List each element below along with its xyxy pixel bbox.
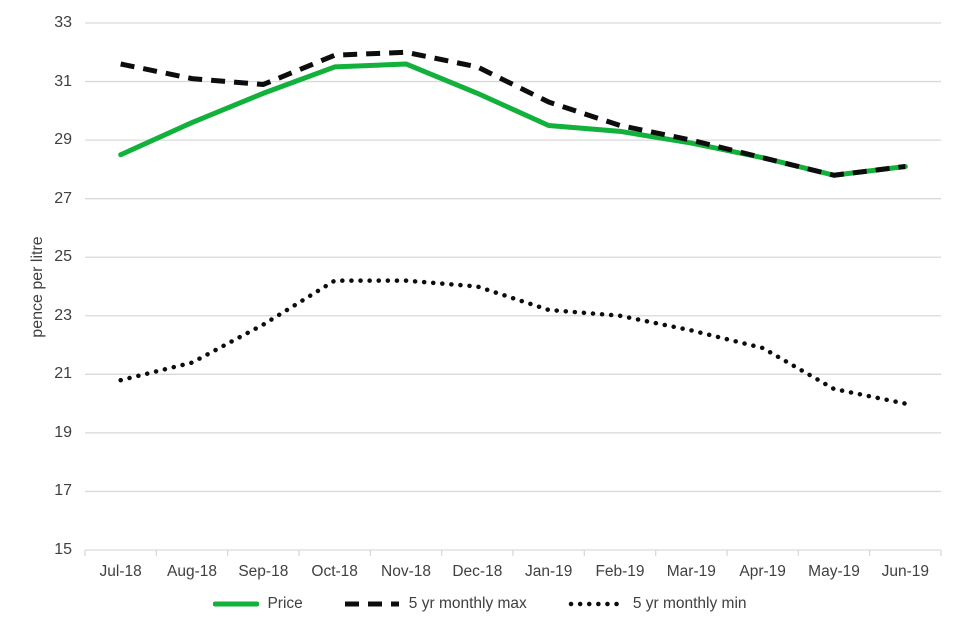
min-line-swatch [568,601,625,607]
x-tick-label: Nov-18 [381,563,431,580]
legend-label-min: 5 yr monthly min [632,595,747,612]
y-tick-label: 19 [54,423,72,441]
x-tick-label: Aug-18 [167,563,217,580]
x-tick-label: Oct-18 [311,563,358,580]
x-tick-label: May-19 [808,563,860,580]
y-tick-label: 29 [54,131,72,149]
series-line-dashed [120,49,906,178]
x-tick-label: Sep-18 [238,563,289,580]
x-tick-label: Apr-19 [739,563,786,580]
legend-item-price: Price [213,595,303,613]
x-tick-label: Mar-19 [666,563,716,580]
y-tick-label: 33 [54,14,72,31]
y-tick-label: 25 [54,248,72,266]
x-tick-label: Dec-18 [452,563,503,580]
legend-item-max: 5 yr monthly max [343,595,527,613]
price-line-swatch [213,601,260,607]
y-tick-label: 21 [54,365,72,383]
legend-label-price: Price [267,595,303,612]
x-tick-label: Jun-19 [881,563,930,580]
x-tick-label: Jul-18 [99,563,142,580]
max-line-swatch [344,601,399,607]
x-tick-label: Jan-19 [524,563,573,580]
y-tick-label: 15 [54,541,72,558]
y-tick-label: 27 [54,189,72,207]
series-line-dotted [118,278,908,406]
x-tick-label: Feb-19 [595,563,645,580]
legend-label-max: 5 yr monthly max [408,595,527,612]
y-tick-label: 31 [54,72,72,90]
legend: Price 5 yr monthly max 5 yr monthly min [0,595,960,613]
y-tick-label: 23 [54,306,72,324]
y-tick-label: 17 [54,482,72,500]
legend-item-min: 5 yr monthly min [567,595,747,613]
